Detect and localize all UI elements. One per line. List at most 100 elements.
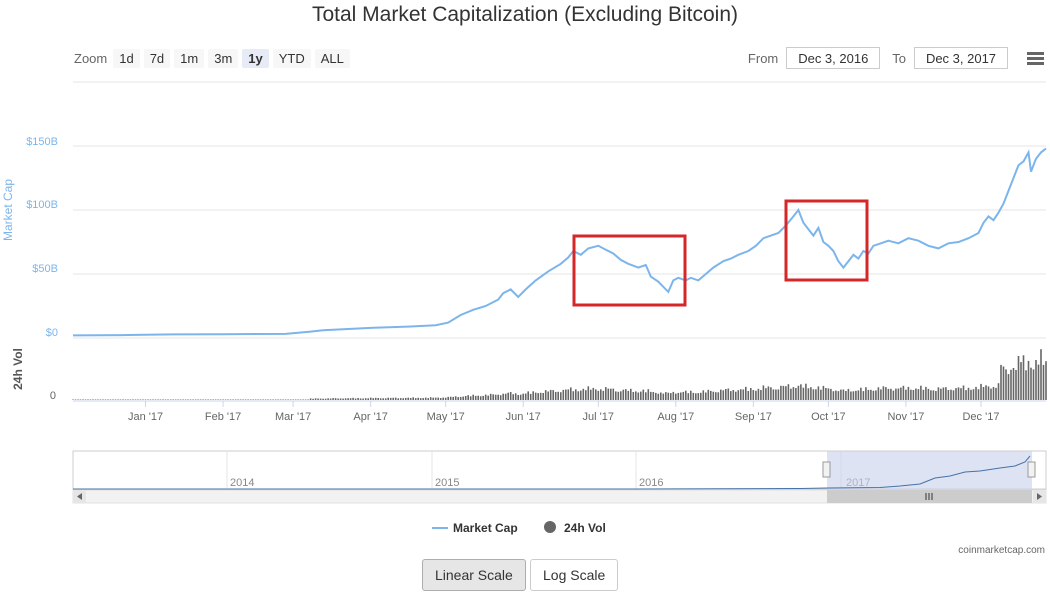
volume-bar [1022, 355, 1025, 400]
volume-bar [262, 399, 264, 400]
volume-bar [902, 385, 905, 400]
volume-bar [527, 391, 529, 400]
volume-bar [1010, 369, 1012, 400]
to-date-input[interactable] [914, 47, 1008, 69]
zoom-7d-button[interactable]: 7d [143, 48, 171, 68]
volume-bar [985, 385, 987, 400]
volume-bar [122, 399, 124, 400]
volume-bar [957, 387, 960, 400]
volume-bar [1005, 369, 1007, 400]
volume-bar [499, 395, 502, 400]
volume-bar [620, 391, 622, 400]
volume-bar [239, 399, 242, 400]
volume-bar [780, 385, 782, 400]
volume-bar [865, 387, 867, 400]
highlight-box-jun-jul [572, 234, 687, 307]
highlight-box-sep [784, 199, 869, 282]
volume-bar [647, 389, 650, 400]
zoom-all-button[interactable]: ALL [314, 48, 350, 68]
volume-axis-title: 24h Vol [11, 348, 25, 390]
legend-label-24h-vol: 24h Vol [564, 521, 606, 535]
volume-bar [384, 398, 387, 400]
volume-bar [772, 389, 775, 400]
volume-bar [444, 397, 447, 400]
zoom-1m-button[interactable]: 1m [174, 48, 205, 68]
zoom-1y-button[interactable]: 1y [242, 48, 269, 68]
volume-bar [214, 399, 217, 400]
volume-bar [502, 393, 504, 400]
x-tick-label: Dec '17 [962, 411, 999, 423]
volume-bar [942, 387, 945, 400]
volume-bar [560, 392, 562, 400]
volume-bar [474, 395, 477, 400]
market-cap-line [72, 147, 1047, 337]
volume-bar [960, 388, 962, 400]
zoom-label: Zoom [74, 50, 108, 66]
volume-bar [182, 399, 184, 400]
zoom-1d-button[interactable]: 1d [113, 48, 140, 68]
chevron-right-icon [1037, 493, 1042, 500]
volume-bar [79, 399, 82, 400]
credit-link[interactable]: coinmarketcap.com [958, 545, 1045, 556]
volume-bar [982, 387, 985, 400]
volume-bar [484, 394, 487, 400]
volume-bar [169, 399, 172, 400]
volume-bar [695, 393, 697, 400]
x-tick-label: Jun '17 [506, 411, 541, 423]
volume-bar [369, 397, 372, 400]
volume-bar [364, 398, 367, 400]
volume-bar [344, 398, 347, 400]
from-date-input[interactable] [786, 47, 881, 69]
volume-bar [144, 399, 147, 400]
volume-bar [672, 391, 675, 400]
volume-bar [730, 391, 732, 400]
legend-item-market-cap[interactable]: Market Cap [432, 521, 518, 535]
volume-bar [862, 391, 865, 400]
volume-bar [892, 390, 895, 400]
volume-bar [137, 399, 139, 400]
volume-bars [72, 349, 1047, 400]
volume-bar [642, 389, 645, 400]
volume-bar [237, 399, 239, 400]
volume-bar [635, 391, 637, 400]
volume-bar [845, 391, 847, 400]
volume-bar [890, 388, 892, 400]
x-tick-label: Jul '17 [583, 411, 614, 423]
volume-bar [562, 389, 565, 400]
volume-bar [479, 396, 482, 400]
navigator-right-handle[interactable] [1027, 461, 1036, 478]
hamburger-menu-icon[interactable] [1027, 52, 1044, 66]
y-tick-label: $50B [32, 263, 58, 275]
y-axis-title: Market Cap [1, 179, 15, 241]
volume-bar [987, 386, 990, 400]
volume-bar [790, 388, 792, 400]
log-scale-button[interactable]: Log Scale [530, 559, 619, 591]
volume-bar [104, 399, 107, 400]
zoom-3m-button[interactable]: 3m [208, 48, 239, 68]
legend-item-24h-vol[interactable]: 24h Vol [544, 521, 606, 535]
volume-bar [134, 399, 137, 400]
zoom-ytd-button[interactable]: YTD [272, 48, 311, 68]
volume-bar [274, 399, 277, 400]
volume-bar [354, 398, 357, 400]
volume-bar [622, 389, 625, 400]
navigator[interactable]: 2014 2015 2016 2017 [72, 450, 1047, 490]
volume-bar [877, 387, 880, 400]
volume-bar [222, 399, 224, 400]
volume-bar [1030, 367, 1032, 400]
volume-bar [167, 399, 169, 400]
linear-scale-button[interactable]: Linear Scale [422, 559, 526, 591]
navigator-left-handle[interactable] [822, 461, 831, 478]
volume-bar [472, 394, 474, 400]
volume-bar [640, 391, 642, 400]
volume-bar [277, 399, 279, 400]
volume-bar [835, 390, 837, 400]
volume-bar [324, 398, 327, 400]
x-tick-label: Feb '17 [205, 411, 241, 423]
navigator-selected-range[interactable] [827, 451, 1032, 489]
to-label: To [892, 50, 906, 66]
scrollbar[interactable] [72, 489, 1047, 504]
volume-bar [612, 388, 615, 400]
volume-bar [667, 392, 670, 400]
volume-bar [357, 398, 359, 400]
